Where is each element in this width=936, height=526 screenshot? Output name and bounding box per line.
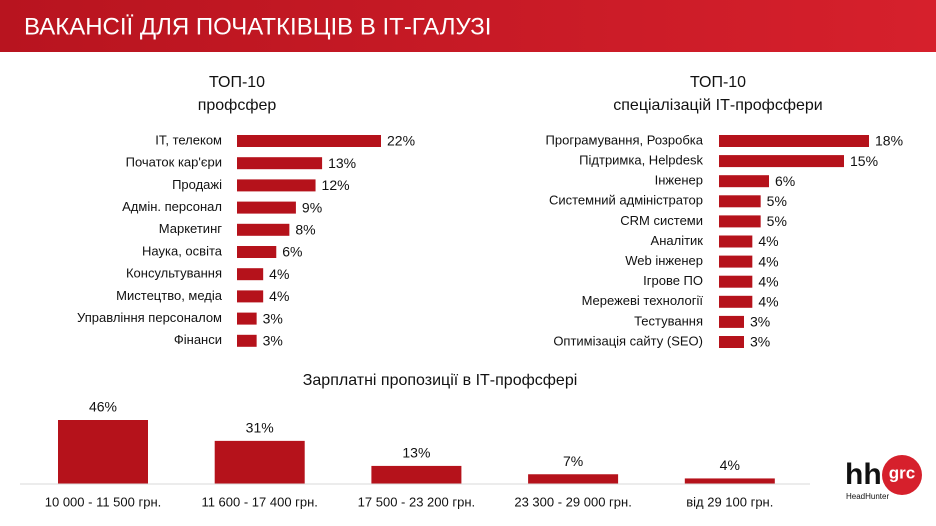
value-label: 3% bbox=[750, 314, 770, 330]
header-band bbox=[0, 0, 936, 52]
value-label: 4% bbox=[269, 288, 289, 304]
value-label: 5% bbox=[767, 213, 787, 229]
bar bbox=[237, 223, 290, 236]
value-label: 4% bbox=[758, 273, 778, 289]
category-label: Фінанси bbox=[174, 332, 222, 347]
bar bbox=[214, 440, 305, 484]
bar bbox=[719, 135, 869, 147]
bar bbox=[237, 334, 257, 347]
chart-subtitle: профсфер bbox=[198, 97, 277, 114]
bar bbox=[719, 275, 753, 288]
bar bbox=[371, 465, 462, 484]
value-label: 4% bbox=[758, 253, 778, 269]
value-label: 12% bbox=[322, 177, 350, 193]
bar bbox=[58, 420, 148, 484]
value-label: 3% bbox=[263, 310, 283, 326]
bar bbox=[684, 478, 775, 484]
category-label: Ігрове ПО bbox=[643, 273, 703, 288]
logo-circle bbox=[882, 455, 922, 495]
logo-brand: HeadHunter bbox=[846, 492, 889, 501]
value-label: 18% bbox=[875, 133, 903, 149]
value-label: 13% bbox=[402, 445, 430, 461]
chart-subtitle: спеціалізацій ІТ-профсфери bbox=[613, 97, 822, 114]
value-label: 4% bbox=[758, 233, 778, 249]
bar bbox=[719, 155, 844, 168]
value-label: 13% bbox=[328, 155, 356, 171]
bar bbox=[237, 157, 323, 170]
category-label: Початок кар'єри bbox=[126, 155, 222, 170]
value-label: 4% bbox=[758, 294, 778, 310]
category-label: від 29 100 грн. bbox=[686, 494, 773, 509]
value-label: 8% bbox=[295, 222, 315, 238]
bar bbox=[719, 195, 761, 208]
category-label: Інженер bbox=[655, 173, 703, 188]
category-label: Аналітик bbox=[651, 233, 704, 248]
category-label: Адмін. персонал bbox=[122, 199, 222, 214]
value-label: 46% bbox=[89, 399, 117, 415]
category-label: Управління персоналом bbox=[77, 310, 222, 325]
category-label: Підтримка, Helpdesk bbox=[579, 153, 703, 168]
value-label: 22% bbox=[387, 133, 415, 149]
chart-title: ТОП-10 bbox=[690, 74, 746, 91]
bar bbox=[719, 215, 761, 228]
category-label: Системний адміністратор bbox=[549, 193, 703, 208]
bar bbox=[237, 246, 277, 258]
value-label: 4% bbox=[269, 266, 289, 282]
category-label: CRM системи bbox=[620, 213, 703, 228]
value-label: 4% bbox=[720, 457, 740, 473]
category-label: 23 300 - 29 000 грн. bbox=[514, 494, 631, 509]
category-label: Оптимізація сайту (SEO) bbox=[553, 333, 703, 348]
value-label: 31% bbox=[246, 420, 274, 436]
bar bbox=[528, 474, 619, 484]
bar bbox=[237, 312, 257, 325]
value-label: 6% bbox=[282, 244, 302, 260]
value-label: 5% bbox=[767, 193, 787, 209]
category-label: Тестування bbox=[634, 313, 703, 328]
category-label: Продажі bbox=[172, 177, 222, 192]
category-label: 11 600 - 17 400 грн. bbox=[201, 494, 318, 509]
value-label: 3% bbox=[263, 333, 283, 349]
logo-grc: grc bbox=[889, 463, 915, 482]
category-label: ІТ, телеком bbox=[155, 132, 222, 147]
bar bbox=[719, 315, 744, 328]
bar bbox=[237, 201, 296, 214]
bar bbox=[237, 135, 381, 147]
category-label: 17 500 - 23 200 грн. bbox=[358, 494, 475, 509]
category-label: Маркетинг bbox=[159, 221, 222, 236]
value-label: 15% bbox=[850, 153, 878, 169]
value-label: 6% bbox=[775, 173, 795, 189]
chart-title: ТОП-10 bbox=[209, 74, 265, 91]
logo-hh: hh bbox=[845, 458, 882, 491]
category-label: Мережеві технології bbox=[582, 293, 704, 308]
category-label: Програмування, Розробка bbox=[546, 132, 704, 147]
value-label: 3% bbox=[750, 334, 770, 350]
bar bbox=[719, 295, 753, 308]
chart-title: Зарплатні пропозиції в ІТ-профсфері bbox=[303, 372, 578, 389]
category-label: Мистецтво, медіа bbox=[116, 288, 223, 303]
category-label: Консультування bbox=[126, 266, 222, 281]
category-label: Наука, освіта bbox=[142, 243, 223, 258]
bar bbox=[719, 175, 769, 188]
category-label: 10 000 - 11 500 грн. bbox=[45, 494, 162, 509]
bar bbox=[237, 290, 264, 303]
value-label: 9% bbox=[302, 199, 322, 215]
bar bbox=[719, 235, 753, 248]
header-title: ВАКАНСІЇ ДЛЯ ПОЧАТКІВЦІВ В ІТ-ГАЛУЗІ bbox=[24, 13, 491, 40]
bar bbox=[719, 336, 744, 348]
value-label: 7% bbox=[563, 453, 583, 469]
bar bbox=[237, 179, 316, 192]
category-label: Web інженер bbox=[625, 253, 703, 268]
bar bbox=[237, 268, 264, 281]
bar bbox=[719, 255, 753, 268]
